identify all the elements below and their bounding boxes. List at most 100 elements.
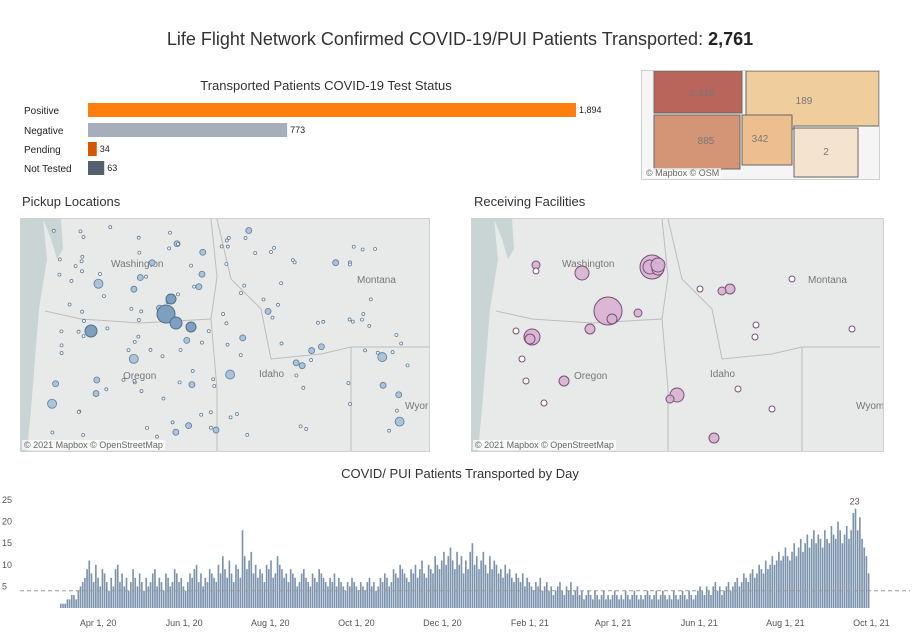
daily-bar[interactable] (655, 590, 658, 608)
daily-bar[interactable] (863, 547, 866, 608)
pickup-point[interactable] (298, 424, 303, 429)
pickup-point[interactable] (238, 353, 243, 358)
pickup-point[interactable] (245, 227, 253, 234)
pickup-point[interactable] (375, 350, 380, 355)
pickup-point[interactable] (346, 381, 351, 385)
daily-bar[interactable] (346, 582, 349, 608)
daily-bar[interactable] (773, 564, 776, 608)
daily-bar[interactable] (753, 577, 756, 608)
daily-bar[interactable] (710, 595, 712, 608)
daily-bar[interactable] (333, 573, 336, 608)
daily-bar[interactable] (68, 599, 71, 608)
daily-bar[interactable] (865, 556, 868, 608)
receiving-facility-point[interactable] (633, 308, 643, 318)
pickup-point[interactable] (242, 283, 247, 288)
daily-bar[interactable] (583, 599, 585, 608)
pickup-point[interactable] (219, 244, 224, 249)
daily-bar[interactable] (845, 525, 848, 608)
pickup-point[interactable] (198, 270, 206, 278)
daily-bar[interactable] (313, 577, 316, 608)
daily-bar[interactable] (342, 586, 345, 608)
pickup-point[interactable] (59, 343, 64, 348)
pickup-point[interactable] (235, 412, 239, 416)
pickup-point[interactable] (82, 319, 86, 323)
pickup-point[interactable] (108, 225, 113, 230)
daily-bar[interactable] (747, 582, 750, 608)
daily-bar[interactable] (348, 586, 351, 608)
daily-bar[interactable] (405, 577, 408, 608)
daily-bar[interactable] (675, 595, 677, 608)
pickup-point[interactable] (93, 278, 104, 289)
daily-bar[interactable] (653, 595, 655, 608)
state-region-idaho[interactable] (741, 114, 793, 166)
daily-bar[interactable] (169, 586, 172, 608)
daily-bar[interactable] (270, 560, 272, 608)
daily-bar[interactable] (572, 595, 574, 608)
daily-bar[interactable] (602, 590, 605, 608)
pickup-point[interactable] (261, 297, 266, 302)
daily-bar[interactable] (283, 577, 285, 608)
daily-bar[interactable] (401, 569, 404, 608)
daily-bar[interactable] (241, 530, 244, 608)
daily-bar[interactable] (204, 577, 207, 608)
daily-bar[interactable] (806, 534, 809, 608)
daily-bar[interactable] (239, 577, 242, 608)
daily-bar[interactable] (403, 573, 406, 608)
daily-bar[interactable] (725, 586, 728, 608)
pickup-point[interactable] (102, 294, 106, 299)
pickup-point[interactable] (76, 410, 81, 414)
daily-bar[interactable] (775, 560, 778, 608)
pickup-point[interactable] (144, 274, 148, 279)
pickup-point[interactable] (199, 248, 207, 256)
daily-bar[interactable] (278, 564, 281, 608)
pickup-point[interactable] (80, 269, 84, 274)
daily-bar[interactable] (591, 599, 594, 608)
daily-bar[interactable] (340, 582, 342, 608)
daily-bar[interactable] (605, 599, 607, 608)
pickup-point[interactable] (292, 359, 300, 367)
pickup-cluster[interactable] (185, 321, 197, 333)
pickup-point[interactable] (224, 238, 229, 243)
daily-bar[interactable] (666, 599, 669, 608)
pickup-point[interactable] (176, 292, 180, 297)
daily-bar[interactable] (287, 582, 290, 608)
daily-bar[interactable] (64, 603, 67, 608)
receiving-facility-point[interactable] (524, 333, 536, 345)
pickup-point[interactable] (178, 348, 183, 352)
daily-bar[interactable] (495, 564, 498, 608)
daily-bar[interactable] (504, 564, 507, 608)
daily-bar[interactable] (432, 573, 434, 608)
daily-bar[interactable] (506, 573, 509, 608)
pickup-point[interactable] (50, 430, 55, 435)
pickup-point[interactable] (279, 281, 284, 286)
daily-bar[interactable] (167, 577, 169, 608)
daily-bar[interactable] (408, 582, 410, 608)
daily-bar[interactable] (73, 595, 75, 608)
daily-bar[interactable] (414, 564, 417, 608)
daily-bar[interactable] (99, 586, 102, 608)
daily-bar[interactable] (259, 569, 261, 608)
daily-bar[interactable] (537, 586, 539, 608)
daily-bar[interactable] (793, 543, 796, 608)
daily-bar[interactable] (758, 564, 760, 608)
daily-bar[interactable] (782, 556, 785, 608)
daily-bar[interactable] (489, 556, 491, 608)
daily-bar[interactable] (134, 577, 137, 608)
pickup-point[interactable] (190, 369, 195, 373)
daily-bar[interactable] (745, 577, 747, 608)
daily-bar[interactable] (359, 582, 362, 608)
daily-bar[interactable] (799, 538, 802, 608)
daily-bar[interactable] (206, 582, 209, 608)
daily-bar[interactable] (191, 577, 193, 608)
daily-bar[interactable] (469, 551, 472, 608)
daily-bar[interactable] (532, 590, 535, 608)
daily-bar[interactable] (670, 599, 673, 608)
daily-bar[interactable] (622, 599, 625, 608)
receiving-facility-point[interactable] (584, 323, 596, 335)
daily-bar[interactable] (70, 595, 73, 608)
pickup-point[interactable] (47, 398, 57, 409)
pickup-point[interactable] (199, 412, 204, 417)
daily-bar[interactable] (819, 538, 822, 608)
pickup-point[interactable] (360, 247, 365, 252)
daily-bar[interactable] (243, 556, 246, 608)
